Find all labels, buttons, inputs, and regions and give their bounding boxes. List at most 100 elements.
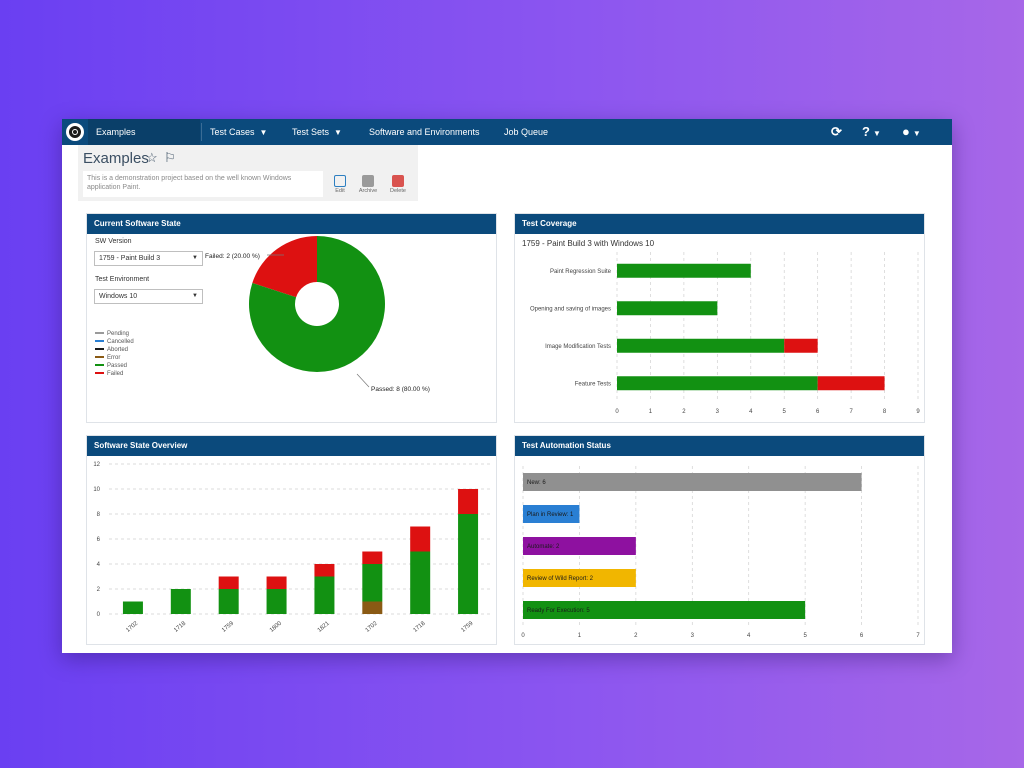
nav-test-cases[interactable]: Test Cases ▼ bbox=[210, 119, 267, 145]
archive-button[interactable]: Archive bbox=[354, 175, 382, 194]
y-tick-label: 4 bbox=[97, 562, 101, 568]
pie-label-failed: Failed: 2 (20.00 %) bbox=[205, 253, 260, 260]
delete-icon bbox=[392, 175, 404, 187]
automation-bar-label: Review of Wild Report: 2 bbox=[527, 576, 594, 582]
nav-software-environments[interactable]: Software and Environments bbox=[369, 119, 480, 145]
project-selector[interactable]: Examples bbox=[88, 119, 200, 145]
app-logo-icon[interactable] bbox=[66, 123, 84, 141]
pie-slice-failed bbox=[252, 236, 317, 298]
automation-bar-label: Plan in Review: 1 bbox=[527, 512, 574, 518]
coverage-bar-passed bbox=[617, 338, 785, 353]
overview-bar-failed bbox=[314, 564, 335, 577]
overview-bar-passed bbox=[458, 514, 479, 614]
automation-bar bbox=[523, 601, 806, 619]
overview-bar-passed bbox=[122, 601, 143, 614]
panel-title: Test Automation Status bbox=[515, 436, 924, 456]
coverage-bar-passed bbox=[617, 376, 818, 391]
x-tick-label: 1702 bbox=[125, 620, 140, 634]
top-nav-bar: Examples Test Cases ▼ Test Sets ▼ Software… bbox=[62, 119, 952, 145]
flag-icon[interactable]: ⚐ bbox=[164, 150, 176, 165]
nav-label: Test Cases bbox=[210, 127, 255, 137]
y-tick-label: 2 bbox=[97, 587, 101, 593]
legend-label: Cancelled bbox=[107, 339, 134, 345]
chevron-down-icon: ▼ bbox=[259, 128, 268, 137]
x-tick-label: 6 bbox=[816, 409, 820, 415]
overview-bar-failed bbox=[362, 551, 383, 564]
environment-label: Test Environment bbox=[95, 276, 150, 283]
nav-job-queue[interactable]: Job Queue bbox=[504, 119, 548, 145]
legend-item: Pending bbox=[95, 330, 134, 338]
legend-swatch bbox=[95, 348, 104, 351]
overview-bar-passed bbox=[410, 551, 431, 614]
legend-swatch bbox=[95, 332, 104, 335]
y-tick-label: 6 bbox=[97, 537, 101, 543]
nav-label: Test Sets bbox=[292, 127, 330, 137]
automation-bar bbox=[523, 505, 580, 523]
overview-bar-passed bbox=[314, 576, 335, 614]
overview-bar-passed bbox=[170, 589, 191, 614]
environment-select[interactable]: Windows 10 ▼ bbox=[94, 289, 203, 304]
legend-item: Passed bbox=[95, 362, 134, 370]
y-category-label: Image Modification Tests bbox=[545, 344, 611, 350]
x-tick-label: 1702 bbox=[365, 620, 380, 634]
x-tick-label: 2 bbox=[634, 633, 638, 639]
legend-swatch bbox=[95, 356, 104, 359]
legend-label: Pending bbox=[107, 331, 130, 337]
legend-item: Aborted bbox=[95, 346, 134, 354]
x-tick-label: 1 bbox=[578, 633, 582, 639]
automation-bar bbox=[523, 537, 636, 555]
state-donut-chart: Failed: 2 (20.00 %) Passed: 8 (80.00 %) bbox=[205, 236, 430, 393]
automation-bar-chart: 0 1 2 3 4 5 6 7 New: 6 Plan in Review: 1 Automate:… bbox=[521, 466, 920, 639]
x-tick-label: 2 bbox=[682, 409, 686, 415]
y-tick-label: 10 bbox=[93, 487, 100, 493]
delete-button[interactable]: Delete bbox=[384, 175, 412, 194]
edit-button[interactable]: Edit bbox=[326, 175, 354, 194]
archive-icon bbox=[362, 175, 374, 187]
sw-version-select[interactable]: 1759 - Paint Build 3 ▼ bbox=[94, 251, 203, 266]
app-window: Examples Test Cases ▼ Test Sets ▼ Software… bbox=[62, 119, 952, 653]
coverage-subtitle: 1759 - Paint Build 3 with Windows 10 bbox=[522, 239, 655, 248]
edit-icon bbox=[334, 175, 346, 187]
y-category-label: Opening and saving of images bbox=[530, 306, 611, 312]
legend-label: Error bbox=[107, 355, 121, 361]
user-menu[interactable]: ● ▼ bbox=[902, 119, 921, 145]
edit-label: Edit bbox=[335, 188, 345, 194]
automation-bar-label: Automate: 2 bbox=[527, 544, 560, 550]
test-coverage-panel: Test Coverage 1759 - Paint Build 3 with … bbox=[514, 213, 925, 423]
test-automation-status-panel: Test Automation Status 0 1 2 3 4 5 6 7 New: 6 Pla… bbox=[514, 435, 925, 645]
x-tick-label: 4 bbox=[749, 409, 753, 415]
nav-test-sets[interactable]: Test Sets ▼ bbox=[292, 119, 342, 145]
x-tick-label: 1 bbox=[649, 409, 653, 415]
pie-slice-passed bbox=[248, 236, 385, 372]
legend-item: Error bbox=[95, 354, 134, 362]
x-tick-label: 5 bbox=[803, 633, 807, 639]
overview-bar-passed bbox=[218, 589, 239, 614]
help-icon: ? bbox=[862, 124, 870, 139]
legend-swatch bbox=[95, 372, 104, 375]
refresh-icon[interactable]: ⟳ bbox=[831, 124, 842, 139]
y-tick-label: 0 bbox=[97, 612, 101, 618]
overview-bar-failed bbox=[458, 489, 479, 514]
archive-label: Archive bbox=[358, 188, 378, 194]
x-tick-label: 0 bbox=[521, 633, 525, 639]
chevron-down-icon: ▼ bbox=[192, 293, 198, 299]
chevron-down-icon: ▼ bbox=[872, 129, 881, 138]
x-tick-label: 6 bbox=[860, 633, 864, 639]
overview-bar-failed bbox=[266, 576, 287, 589]
automation-bar bbox=[523, 569, 636, 587]
x-tick-label: 1759 bbox=[460, 620, 475, 634]
callout-line bbox=[356, 373, 370, 388]
y-tick-label: 12 bbox=[93, 462, 100, 468]
x-tick-label: 7 bbox=[916, 633, 920, 639]
automation-bar-label: Ready For Execution: 5 bbox=[527, 608, 590, 614]
panel-title: Current Software State bbox=[87, 214, 496, 234]
star-icon[interactable]: ☆ bbox=[146, 150, 158, 165]
help-menu[interactable]: ? ▼ bbox=[862, 119, 881, 145]
chevron-down-icon: ▼ bbox=[334, 128, 342, 137]
state-legend: Pending Cancelled Aborted Error Passed F… bbox=[95, 330, 134, 378]
coverage-bar-failed bbox=[784, 338, 818, 353]
x-tick-label: 8 bbox=[883, 409, 887, 415]
panel-title: Test Coverage bbox=[515, 214, 924, 234]
chevron-down-icon: ▼ bbox=[912, 129, 921, 138]
chevron-down-icon: ▼ bbox=[192, 255, 198, 261]
